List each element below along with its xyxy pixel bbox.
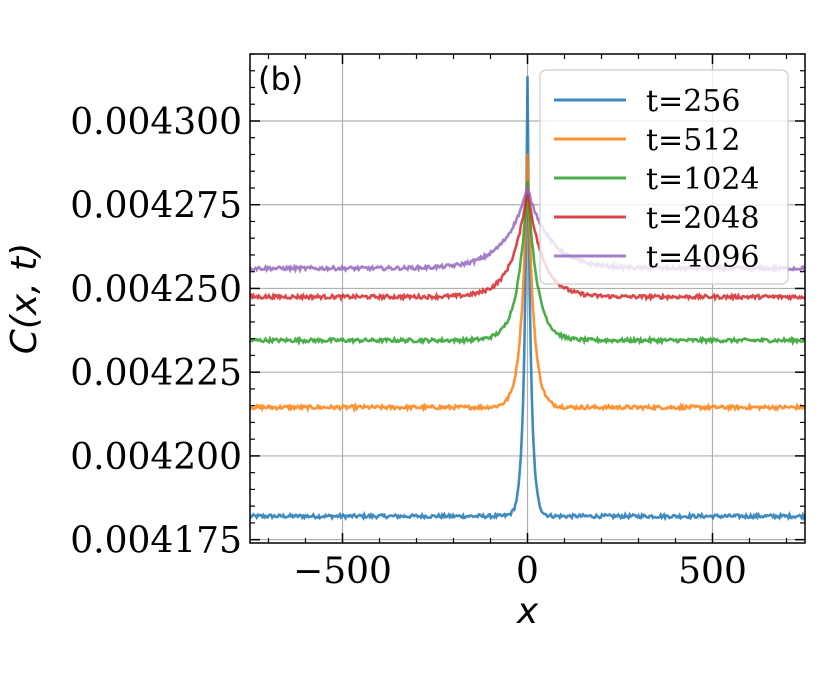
x-tick-label: 500 [678,551,747,592]
y-tick-label: 0.004275 [70,186,242,227]
legend-label: t=4096 [646,240,760,275]
panel-label: (b) [258,60,303,98]
y-tick-label: 0.004250 [70,269,242,310]
legend-label: t=512 [646,123,740,158]
legend-label: t=256 [646,84,740,119]
legend: t=256 t=512 t=1024 t=2048 t=4096 [539,69,789,285]
y-tick-label: 0.004200 [70,437,242,478]
y-tick-label: 0.004300 [70,102,242,143]
y-tick-label: 0.004225 [70,353,242,394]
x-axis-label: x [516,591,539,632]
y-axis-label: C(x, t) [4,243,45,355]
y-tick-label: 0.004175 [70,521,242,562]
legend-label: t=2048 [646,201,760,236]
ticks: −500 0 500 0.004175 0.004200 0.004225 0.004250… [70,53,805,592]
series-line-t-256 [250,76,805,522]
series-line-t-512 [250,153,805,414]
x-tick-label: −500 [293,551,392,592]
legend-label: t=1024 [646,162,760,197]
legend-box [539,69,789,285]
series-line-t-1024 [250,180,805,347]
x-tick-label: 0 [516,551,539,592]
